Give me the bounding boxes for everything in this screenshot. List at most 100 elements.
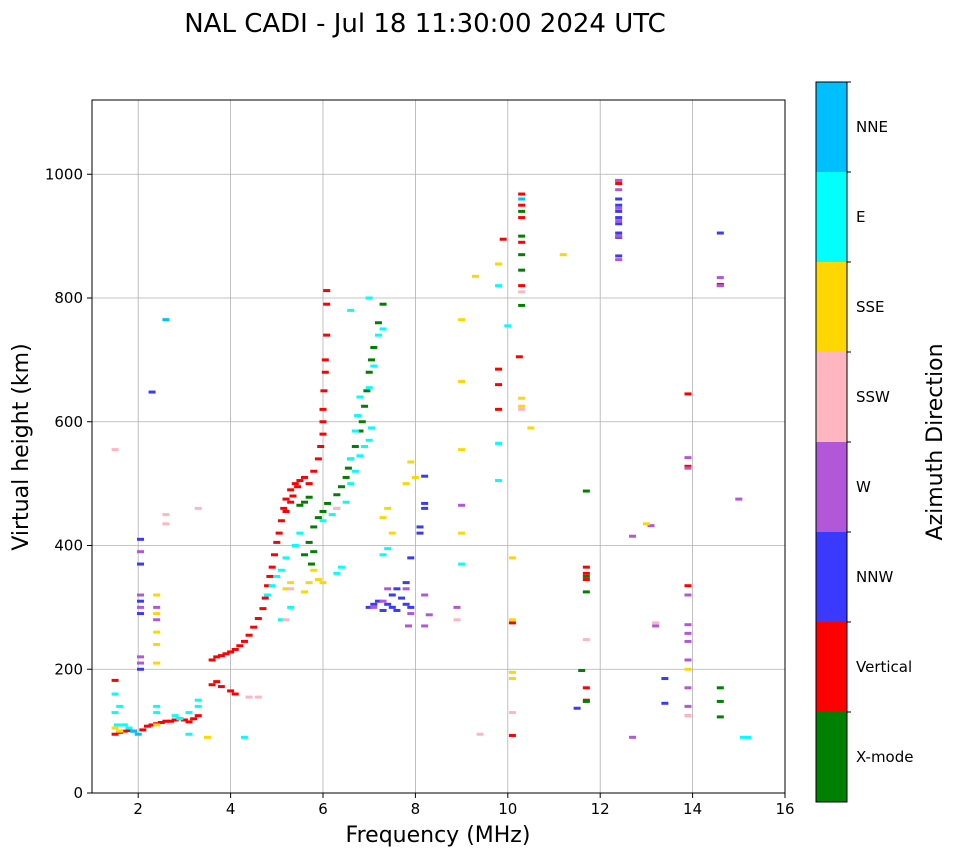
echo-point-e — [356, 395, 364, 399]
echo-point-e — [347, 457, 355, 461]
echo-point-e — [333, 571, 341, 575]
echo-point-vertical — [167, 719, 175, 723]
echo-point-e — [111, 692, 119, 696]
echo-point-vertical — [615, 182, 623, 186]
echo-point-sse — [458, 318, 466, 322]
echo-point-sse — [111, 726, 119, 730]
echo-point-vertical — [277, 519, 285, 523]
echo-point-nne — [162, 318, 170, 322]
x-axis-label: Frequency (MHz) — [346, 823, 531, 848]
echo-point-vertical — [250, 625, 258, 629]
echo-point-vertical — [515, 355, 523, 359]
echo-point-e — [347, 482, 355, 486]
echo-point-w — [407, 612, 415, 616]
echo-point-nnw — [137, 612, 145, 616]
echo-point-sse — [402, 482, 410, 486]
echo-point-w — [384, 587, 392, 591]
echo-point-sse — [471, 274, 479, 278]
echo-point-vertical — [287, 488, 295, 492]
echo-point-w — [684, 704, 692, 708]
echo-point-vertical — [194, 714, 202, 718]
echo-point-w — [153, 618, 161, 622]
echo-point-vertical — [254, 617, 262, 621]
echo-point-w — [137, 661, 145, 665]
colorbar-segment-w — [816, 442, 847, 532]
echo-point-sse — [287, 581, 295, 585]
echo-point-vertical — [287, 500, 295, 504]
x-tick-label: 10 — [498, 800, 517, 818]
echo-point-ssw — [652, 621, 660, 625]
echo-point-nnw — [137, 599, 145, 603]
echo-point-vertical — [518, 203, 526, 207]
echo-point-e — [171, 714, 179, 718]
echo-point-e — [273, 574, 281, 578]
echo-point-e — [116, 704, 124, 708]
echo-point-vertical — [508, 621, 516, 625]
echo-point-x-mode — [310, 550, 318, 554]
echo-point-vertical — [321, 358, 329, 362]
echo-point-nne — [134, 732, 142, 736]
echo-point-x-mode — [319, 509, 327, 513]
echo-point-vertical — [684, 584, 692, 588]
echo-point-nnw — [421, 506, 429, 510]
echo-point-nnw — [421, 501, 429, 505]
echo-point-e — [347, 308, 355, 312]
echo-point-vertical — [217, 654, 225, 658]
echo-point-nnw — [370, 602, 378, 606]
x-tick-label: 8 — [411, 800, 421, 818]
echo-point-nnw — [379, 608, 387, 612]
echo-point-nnw — [384, 602, 392, 606]
echo-point-w — [421, 624, 429, 628]
colorbar-segment-vertical — [816, 622, 847, 712]
echo-point-vertical — [319, 420, 327, 424]
echo-point-x-mode — [356, 429, 364, 433]
echo-point-vertical — [275, 531, 283, 535]
echo-point-e — [153, 704, 161, 708]
colorbar-segment-sse — [816, 262, 847, 352]
y-tick-label: 400 — [54, 537, 83, 555]
echo-point-nnw — [388, 593, 396, 597]
echo-point-w — [453, 605, 461, 609]
echo-point-sse — [518, 396, 526, 400]
echo-point-e — [264, 593, 272, 597]
echo-point-nnw — [615, 231, 623, 235]
echo-point-vertical — [231, 692, 239, 696]
echo-point-ssw — [254, 695, 262, 699]
echo-point-vertical — [208, 658, 216, 662]
echo-point-vertical — [273, 540, 281, 544]
echo-point-e — [495, 479, 503, 483]
echo-point-vertical — [190, 717, 198, 721]
echo-point-nnw — [402, 602, 410, 606]
echo-point-vertical — [261, 596, 269, 600]
echo-point-nnw — [615, 222, 623, 226]
echo-point-vertical — [245, 633, 253, 637]
echo-point-e — [296, 531, 304, 535]
echo-point-sse — [642, 522, 650, 526]
echo-point-sse — [153, 630, 161, 634]
echo-point-w — [404, 624, 412, 628]
colorbar-category-label: W — [856, 478, 871, 496]
echo-point-e — [356, 454, 364, 458]
echo-point-vertical — [266, 574, 274, 578]
echo-point-sse — [153, 593, 161, 597]
echo-point-sse — [495, 262, 503, 266]
echo-point-e — [277, 618, 285, 622]
echo-point-sse — [559, 253, 567, 257]
echo-point-x-mode — [358, 420, 366, 424]
echo-point-ssw — [582, 638, 590, 642]
echo-point-sse — [153, 661, 161, 665]
echo-point-x-mode — [716, 686, 724, 690]
echo-point-vertical — [495, 383, 503, 387]
colorbar-category-label: E — [856, 208, 865, 226]
echo-point-e — [351, 429, 359, 433]
echo-point-vertical — [582, 571, 590, 575]
echo-point-vertical — [508, 733, 516, 737]
echo-point-vertical — [171, 718, 179, 722]
echo-point-sse — [305, 581, 313, 585]
echo-point-e — [125, 726, 133, 730]
echo-point-vertical — [270, 553, 278, 557]
colorbar-segment-e — [816, 172, 847, 262]
echo-point-vertical — [217, 685, 225, 689]
echo-point-vertical — [319, 407, 327, 411]
colorbar-frame — [815, 81, 848, 803]
